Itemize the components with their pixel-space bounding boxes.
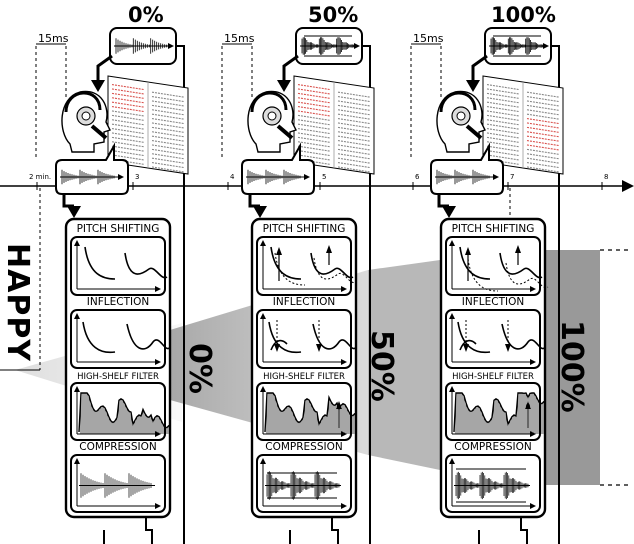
module-title-filter: HIGH-SHELF FILTER xyxy=(77,372,159,382)
module-title-compression: COMPRESSION xyxy=(79,441,156,453)
side-label-0: 0% xyxy=(182,343,217,394)
headphones-icon xyxy=(439,91,477,113)
timeline-tick-label: 7 xyxy=(510,173,514,181)
arrow-down-icon xyxy=(91,80,105,92)
headphones-icon xyxy=(250,91,288,113)
top-intensity-label: 50% xyxy=(308,3,358,27)
emotion-label: HAPPY xyxy=(0,243,35,362)
feedback-line xyxy=(362,45,371,544)
arrow-down-icon xyxy=(253,206,267,218)
condition-column-2: 100% 15ms PITCH SHIFTING INFLECTION HIGH-SHE… xyxy=(410,3,564,544)
arrow-down-icon xyxy=(466,80,480,92)
inflection-graph xyxy=(445,309,545,369)
headphones-icon xyxy=(64,91,102,113)
pitch-shifting-graph xyxy=(70,236,168,296)
module-title-pitch: PITCH SHIFTING xyxy=(263,223,346,235)
microphone-icon xyxy=(276,124,294,140)
compression-graph xyxy=(445,454,541,513)
module-title-compression: COMPRESSION xyxy=(265,441,342,453)
inflection-graph xyxy=(256,309,356,369)
speech-signal-bubble xyxy=(241,142,315,195)
timeline-tick-label: 2 min. xyxy=(29,173,51,181)
top-intensity-label: 100% xyxy=(491,3,556,27)
microphone-icon xyxy=(90,124,108,140)
arrow-down-icon xyxy=(442,206,456,218)
processed-signal-bubble xyxy=(109,27,177,65)
delay-label: 15ms xyxy=(413,32,444,45)
module-title-filter: HIGH-SHELF FILTER xyxy=(263,372,345,382)
side-label-50: 50% xyxy=(364,330,399,402)
feedback-line xyxy=(176,45,185,544)
output-line xyxy=(331,517,339,544)
module-title-inflection: INFLECTION xyxy=(273,296,335,308)
output-line xyxy=(520,517,528,544)
module-title-filter: HIGH-SHELF FILTER xyxy=(452,372,534,382)
high-shelf-filter-graph xyxy=(70,382,170,441)
module-title-pitch: PITCH SHIFTING xyxy=(77,223,160,235)
timeline-tick-label: 3 xyxy=(135,173,139,181)
processed-signal-bubble xyxy=(295,27,363,65)
microphone-icon xyxy=(465,124,483,140)
timeline-tick-label: 8 xyxy=(604,173,608,181)
timeline-tick-label: 5 xyxy=(322,173,326,181)
timeline-tick-label: 6 xyxy=(415,173,420,181)
high-shelf-filter-graph xyxy=(256,382,356,441)
emotion-label-group: HAPPY xyxy=(0,188,41,371)
timeline-tick-label: 4 xyxy=(230,173,235,181)
pitch-shifting-graph xyxy=(445,236,549,296)
delay-label: 15ms xyxy=(224,32,255,45)
speech-signal-bubble xyxy=(430,142,504,195)
arrow-down-icon xyxy=(67,206,81,218)
module-title-pitch: PITCH SHIFTING xyxy=(452,223,535,235)
delay-label: 15ms xyxy=(38,32,69,45)
speech-signal-bubble xyxy=(55,142,129,195)
inflection-graph xyxy=(70,309,170,369)
condition-column-1: 50% 15ms PITCH SHIFTING INFLECTION HIGH-SHEL… xyxy=(221,3,375,544)
module-title-inflection: INFLECTION xyxy=(87,296,149,308)
wedge-100 xyxy=(540,250,600,485)
output-line xyxy=(145,517,153,544)
side-label-100: 100% xyxy=(554,320,589,413)
top-intensity-label: 0% xyxy=(128,3,164,27)
high-shelf-filter-graph xyxy=(445,382,545,441)
compression-graph xyxy=(256,454,352,513)
pitch-shifting-graph xyxy=(256,236,357,296)
feedback-line xyxy=(551,45,560,544)
module-title-compression: COMPRESSION xyxy=(454,441,531,453)
wedge-50b xyxy=(368,260,440,470)
timeline-arrow-icon xyxy=(622,180,634,192)
processed-signal-bubble xyxy=(484,27,552,65)
arrow-down-icon xyxy=(277,80,291,92)
compression-graph xyxy=(70,454,166,513)
condition-column-0: 0% 15ms PITCH SHIFTING INFLECTION HIGH-SHELF… xyxy=(35,3,189,544)
module-title-inflection: INFLECTION xyxy=(462,296,524,308)
